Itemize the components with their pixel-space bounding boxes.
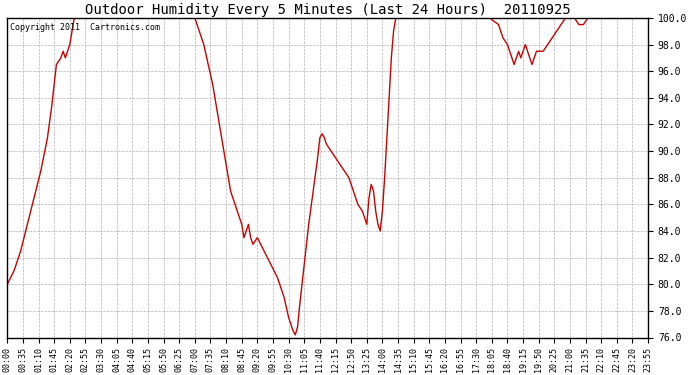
Text: Copyright 2011  Cartronics.com: Copyright 2011 Cartronics.com: [10, 23, 161, 32]
Title: Outdoor Humidity Every 5 Minutes (Last 24 Hours)  20110925: Outdoor Humidity Every 5 Minutes (Last 2…: [85, 3, 571, 17]
